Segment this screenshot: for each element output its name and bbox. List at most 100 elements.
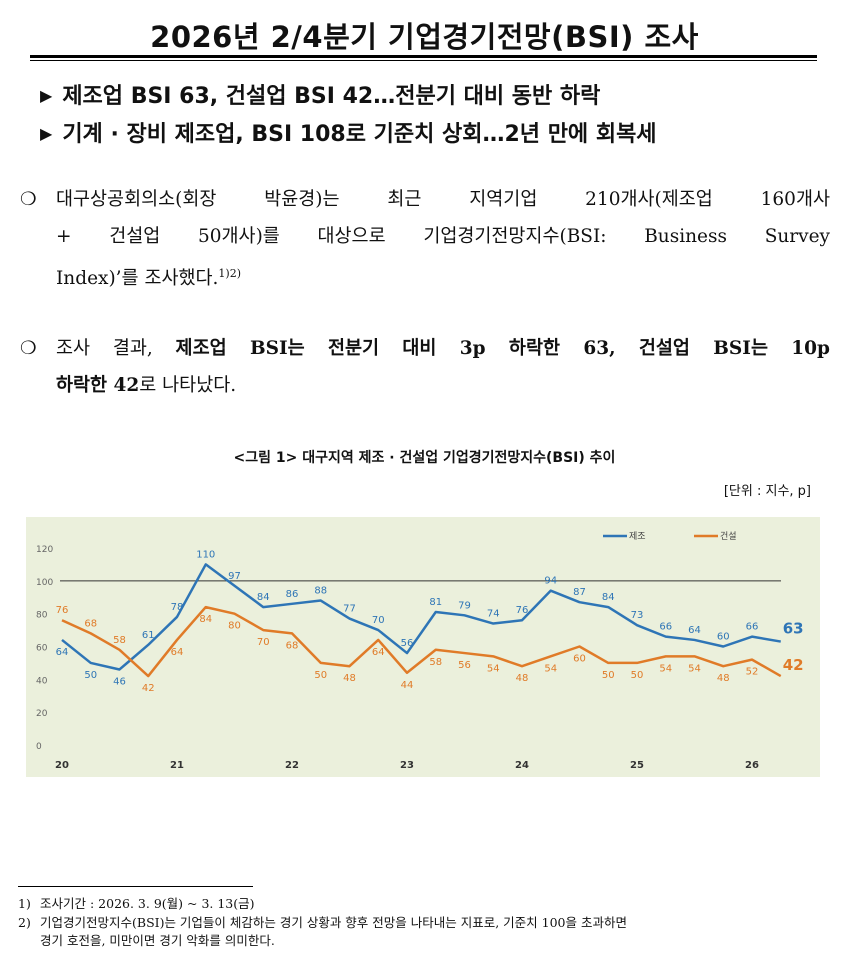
data-label: 70 bbox=[372, 615, 385, 626]
page-title: 2026년 2/4분기 기업경기전망(BSI) 조사 bbox=[150, 20, 699, 54]
paragraph-2-line2: 하락한 42로 나타났다. bbox=[20, 367, 830, 404]
paragraph-1-text2: + 건설업 50개사)를 대상으로 기업경기전망지수(BSI: Business… bbox=[56, 226, 830, 247]
data-label: 56 bbox=[401, 638, 414, 649]
paragraph-2-bold2: 하락한 42 bbox=[56, 375, 140, 396]
data-label: 48 bbox=[343, 673, 356, 684]
data-label: 84 bbox=[199, 614, 212, 625]
data-label: 60 bbox=[717, 632, 730, 643]
data-label: 66 bbox=[659, 622, 672, 633]
title-rule bbox=[30, 55, 817, 58]
data-label: 97 bbox=[228, 571, 241, 582]
data-label: 48 bbox=[516, 673, 529, 684]
data-label: 64 bbox=[372, 647, 385, 658]
paragraph-2-line1: ❍ 조사 결과, 제조업 BSI는 전분기 대비 3p 하락한 63, 건설업 B… bbox=[20, 330, 830, 367]
paragraph-2: ❍ 조사 결과, 제조업 BSI는 전분기 대비 3p 하락한 63, 건설업 B… bbox=[20, 330, 830, 404]
y-tick-label: 120 bbox=[36, 545, 53, 555]
data-label: 84 bbox=[257, 592, 270, 603]
data-label: 54 bbox=[487, 663, 500, 674]
series-line-construction bbox=[61, 605, 782, 678]
data-label: 58 bbox=[429, 657, 442, 668]
footnote-ref[interactable]: 1)2) bbox=[218, 267, 242, 280]
paragraph-2-pre: 조사 결과, bbox=[56, 338, 176, 359]
series-line-manufacturing bbox=[61, 563, 781, 671]
data-label: 94 bbox=[544, 576, 557, 587]
data-label: 46 bbox=[113, 676, 126, 687]
subtitle-2-text: 기계 · 장비 제조업, BSI 108로 기준치 상회…2년 만에 회복세 bbox=[62, 122, 657, 147]
y-tick-label: 80 bbox=[36, 611, 48, 621]
data-label: 73 bbox=[631, 610, 644, 621]
data-label: 44 bbox=[401, 680, 414, 691]
footnote-2-num: 2) bbox=[18, 915, 31, 930]
data-label: 80 bbox=[228, 621, 241, 632]
legend-label: 건설 bbox=[720, 531, 737, 542]
data-label: 64 bbox=[171, 647, 184, 658]
data-label: 48 bbox=[717, 673, 730, 684]
subtitle-1: ▶ 제조업 BSI 63, 건설업 BSI 42…전분기 대비 동반 하락 bbox=[40, 78, 600, 110]
footnote-1-num: 1) bbox=[18, 896, 31, 911]
paragraph-2-bold1: 제조업 BSI는 전분기 대비 3p 하락한 63, 건설업 BSI는 10p bbox=[175, 338, 830, 359]
footnote-1: 1) 조사기간 : 2026. 3. 9(월) ~ 3. 13(금) bbox=[18, 895, 833, 913]
data-label: 64 bbox=[56, 647, 69, 658]
x-tick-label: 22 bbox=[285, 760, 299, 771]
paragraph-1-text3: Index)’를 조사했다. bbox=[56, 268, 219, 290]
paragraph-1-text1: 대구상공회의소(회장 박윤경)는 최근 지역기업 210개사(제조업 160개사 bbox=[56, 189, 830, 210]
paragraph-2-post: 로 나타났다. bbox=[139, 375, 237, 396]
data-label: 50 bbox=[314, 670, 327, 681]
data-label: 76 bbox=[516, 605, 529, 616]
data-label: 81 bbox=[429, 597, 442, 608]
data-label: 60 bbox=[573, 654, 586, 665]
x-tick-label: 25 bbox=[630, 760, 644, 771]
data-label: 88 bbox=[314, 586, 327, 597]
data-label: 79 bbox=[458, 600, 471, 611]
x-tick-label: 21 bbox=[170, 760, 184, 771]
footnote-2-text: 기업경기전망지수(BSI)는 기업들이 체감하는 경기 상황과 향후 전망을 나… bbox=[40, 915, 627, 930]
last-value-label: 63 bbox=[783, 620, 804, 638]
last-value-label: 42 bbox=[783, 656, 804, 674]
subtitle-2: ▶ 기계 · 장비 제조업, BSI 108로 기준치 상회…2년 만에 회복세 bbox=[40, 116, 657, 148]
legend-label: 제조 bbox=[629, 531, 646, 542]
paragraph-1-line3: Index)’를 조사했다.1)2) bbox=[20, 255, 830, 297]
footnote-2: 2) 기업경기전망지수(BSI)는 기업들이 체감하는 경기 상황과 향후 전망을… bbox=[18, 914, 833, 950]
data-label: 56 bbox=[458, 660, 471, 671]
data-label: 66 bbox=[746, 622, 759, 633]
data-label: 64 bbox=[688, 625, 701, 636]
x-tick-label: 26 bbox=[745, 760, 759, 771]
data-label: 68 bbox=[84, 618, 97, 629]
circle-bullet-icon: ❍ bbox=[20, 338, 37, 359]
data-label: 52 bbox=[746, 667, 759, 678]
circle-bullet-icon: ❍ bbox=[20, 189, 37, 210]
data-label: 50 bbox=[602, 670, 615, 681]
x-tick-label: 20 bbox=[55, 760, 69, 771]
data-label: 76 bbox=[56, 605, 69, 616]
data-label: 70 bbox=[257, 637, 270, 648]
footnote-2-text2: 경기 호전을, 미만이면 경기 악화를 의미한다. bbox=[40, 933, 275, 948]
data-label: 84 bbox=[602, 592, 615, 603]
y-tick-label: 0 bbox=[36, 742, 42, 752]
data-label: 77 bbox=[343, 604, 356, 615]
data-label: 50 bbox=[84, 670, 97, 681]
x-tick-label: 23 bbox=[400, 760, 414, 771]
data-label: 110 bbox=[196, 549, 215, 560]
data-label: 50 bbox=[631, 670, 644, 681]
data-label: 42 bbox=[142, 683, 155, 694]
y-tick-label: 100 bbox=[36, 578, 53, 588]
triangle-bullet-icon: ▶ bbox=[40, 86, 53, 105]
footnote-1-text: 조사기간 : 2026. 3. 9(월) ~ 3. 13(금) bbox=[40, 896, 255, 911]
y-tick-label: 20 bbox=[36, 709, 48, 719]
paragraph-1-line1: ❍ 대구상공회의소(회장 박윤경)는 최근 지역기업 210개사(제조업 160개… bbox=[20, 181, 830, 218]
data-label: 58 bbox=[113, 635, 126, 646]
data-label: 54 bbox=[688, 663, 701, 674]
data-label: 68 bbox=[286, 640, 299, 651]
y-tick-label: 60 bbox=[36, 644, 48, 654]
data-label: 74 bbox=[487, 609, 500, 620]
data-label: 78 bbox=[171, 602, 184, 613]
figure-title: <그림 1> 대구지역 제조 · 건설업 기업경기전망지수(BSI) 추이 bbox=[233, 450, 616, 466]
data-label: 86 bbox=[286, 589, 299, 600]
title-rule-thin bbox=[30, 60, 817, 61]
paragraph-1-line2: + 건설업 50개사)를 대상으로 기업경기전망지수(BSI: Business… bbox=[20, 218, 830, 255]
paragraph-1: ❍ 대구상공회의소(회장 박윤경)는 최근 지역기업 210개사(제조업 160개… bbox=[20, 181, 830, 297]
triangle-bullet-icon: ▶ bbox=[40, 124, 53, 143]
figure-unit: [단위 : 지수, p] bbox=[723, 484, 811, 499]
x-tick-label: 24 bbox=[515, 760, 529, 771]
subtitle-1-text: 제조업 BSI 63, 건설업 BSI 42…전분기 대비 동반 하락 bbox=[62, 84, 601, 109]
